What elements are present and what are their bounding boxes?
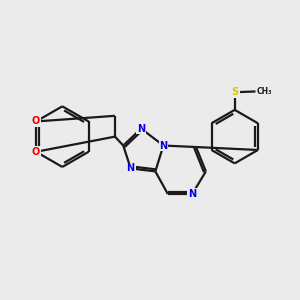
Text: CH₃: CH₃ [257, 87, 272, 96]
Text: N: N [127, 164, 135, 173]
Text: O: O [32, 147, 40, 157]
Text: N: N [159, 140, 167, 151]
Text: N: N [188, 189, 196, 199]
Text: N: N [137, 124, 145, 134]
Text: S: S [231, 87, 238, 97]
Text: O: O [32, 116, 40, 127]
